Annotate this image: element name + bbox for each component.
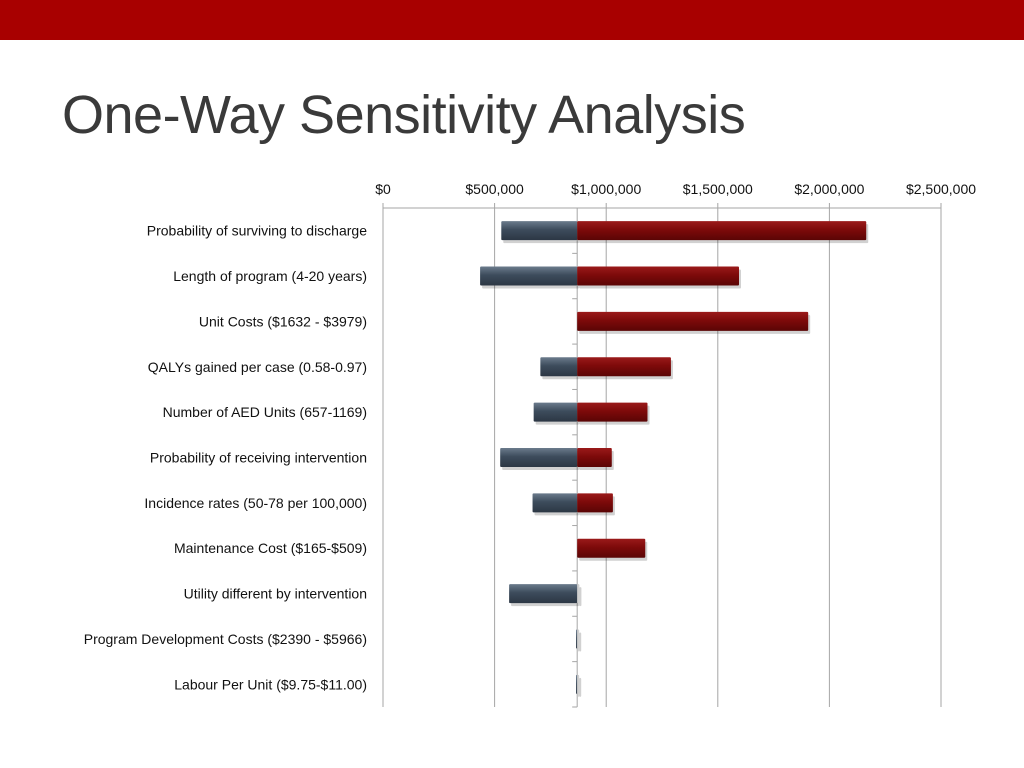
low-value-bar: [533, 402, 578, 422]
category-label: Unit Costs ($1632 - $3979): [199, 313, 367, 329]
category-label: QALYs gained per case (0.58-0.97): [148, 359, 367, 375]
category-label: Probability of surviving to discharge: [147, 223, 367, 239]
high-value-bar: [577, 493, 613, 513]
category-label: Number of AED Units (657-1169): [163, 404, 367, 420]
category-label: Probability of receiving intervention: [150, 450, 367, 466]
high-bar-shadow: [579, 587, 582, 607]
low-value-bar: [576, 629, 578, 649]
high-value-bar: [577, 266, 740, 286]
high-bar-shadow: [579, 632, 582, 652]
category-label: Maintenance Cost ($165-$509): [174, 540, 367, 556]
high-value-bar: [577, 538, 646, 558]
x-tick-label: $1,000,000: [571, 181, 641, 197]
high-value-bar: [577, 629, 580, 649]
low-value-bar: [480, 266, 578, 286]
x-tick-label: $1,500,000: [683, 181, 753, 197]
low-value-bar: [509, 584, 578, 604]
category-label: Length of program (4-20 years): [173, 268, 367, 284]
slide-title: One-Way Sensitivity Analysis: [62, 85, 746, 145]
x-tick-label: $0: [375, 181, 391, 197]
top-banner: [0, 0, 1024, 40]
high-value-bar: [577, 357, 671, 377]
low-value-bar: [532, 493, 578, 513]
high-bar-shadow: [579, 677, 582, 697]
high-value-bar: [577, 402, 648, 422]
high-value-bar: [577, 311, 809, 331]
high-value-bar: [577, 584, 580, 604]
high-value-bar: [577, 674, 580, 694]
low-value-bar: [540, 357, 578, 377]
category-label: Program Development Costs ($2390 - $5966…: [84, 631, 367, 647]
low-value-bar: [500, 448, 578, 467]
x-tick-label: $2,500,000: [906, 181, 976, 197]
category-label: Utility different by intervention: [184, 586, 367, 602]
category-label: Incidence rates (50-78 per 100,000): [144, 495, 367, 511]
high-value-bar: [577, 448, 612, 467]
low-value-bar: [576, 674, 578, 694]
category-label: Labour Per Unit ($9.75-$11.00): [174, 676, 367, 692]
x-tick-label: $500,000: [465, 181, 524, 197]
high-value-bar: [577, 221, 867, 241]
x-tick-label: $2,000,000: [794, 181, 864, 197]
low-value-bar: [501, 221, 578, 241]
